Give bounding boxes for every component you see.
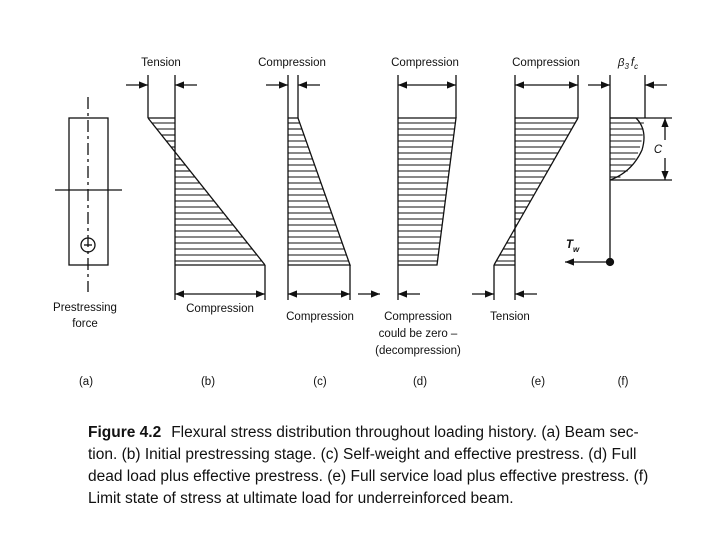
panel-label: (a) <box>79 376 93 388</box>
caption-line: Limit state of stress at ultimate load f… <box>88 490 514 507</box>
panel-label: (c) <box>313 376 327 388</box>
panel-note: (decompression) <box>375 345 461 357</box>
stress-label: β3 fc <box>617 57 638 71</box>
stress-line <box>147 117 266 266</box>
panel-label: (e) <box>531 376 545 388</box>
stress-block <box>398 117 457 266</box>
stress-line <box>493 117 579 266</box>
panel-note: Compression <box>384 311 452 323</box>
panel-label: (b) <box>201 376 215 388</box>
caption-line: dead load plus effective prestress. (e) … <box>88 468 648 485</box>
panel-note: Compression <box>258 57 326 69</box>
panel-label: (f) <box>618 376 629 388</box>
force-label: Tw <box>566 239 580 254</box>
panel-label: (d) <box>413 376 427 388</box>
caption-text: Flexural stress distribution throughout … <box>171 424 639 441</box>
panel-note: Tension <box>490 311 530 323</box>
diagram <box>55 75 672 300</box>
tendon <box>80 237 96 253</box>
panel-note: Tension <box>141 57 181 69</box>
stress-block <box>288 117 351 266</box>
panel-note: force <box>72 318 98 330</box>
subscript: c <box>634 62 638 71</box>
figure-number: Figure 4.2 <box>88 424 161 441</box>
panel-note: Compression <box>186 303 254 315</box>
symbol: f <box>631 57 636 69</box>
symbol: β <box>617 57 625 69</box>
panel-note: Prestressing <box>53 302 117 314</box>
panel-note: Compression <box>286 311 354 323</box>
panel-note: Compression <box>512 57 580 69</box>
subscript: w <box>573 245 580 254</box>
panel-note: could be zero – <box>379 328 458 340</box>
panel-note: Compression <box>391 57 459 69</box>
caption-line: Figure 4.2 Flexural stress distribution t… <box>88 424 639 441</box>
caption-line: tion. (b) Initial prestressing stage. (c… <box>88 446 636 463</box>
force-point <box>605 257 615 267</box>
depth-label: C <box>654 144 663 156</box>
symbol: T <box>566 239 574 251</box>
subscript: 3 <box>624 62 629 71</box>
